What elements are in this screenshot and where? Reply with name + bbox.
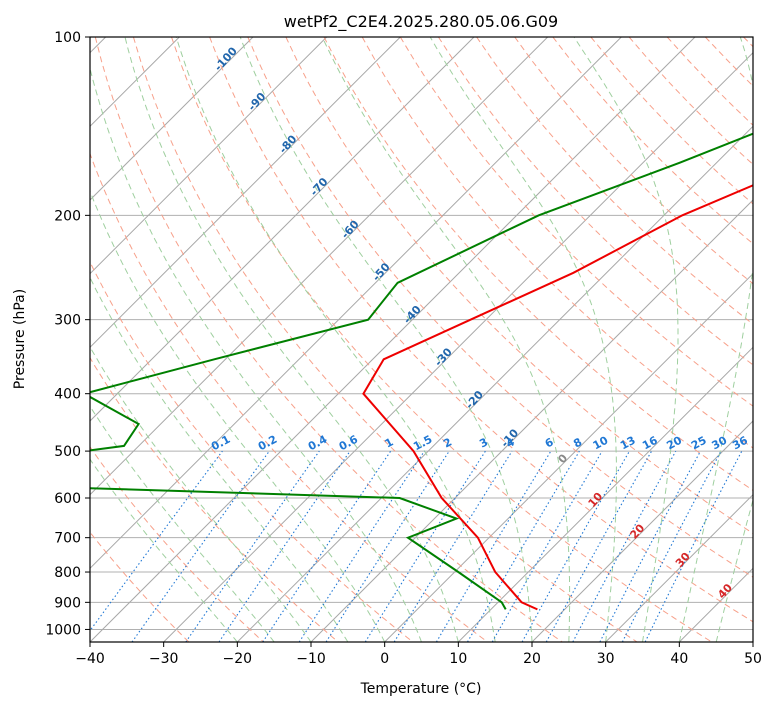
y-tick-label: 300	[54, 313, 81, 329]
dry-adiabat	[171, 37, 712, 642]
axes-layer: −40 −30 −20 −10 0 10 20 30 40 50 100 200 300 400 500 60…	[45, 30, 762, 667]
dry-adiabat	[90, 152, 488, 642]
moist-adiabat	[321, 37, 571, 642]
x-tick-label: 40	[670, 651, 688, 667]
x-tick-label: 20	[523, 651, 541, 667]
mixing-ratio-label: 36	[730, 434, 750, 453]
dry-adiabat	[90, 356, 339, 642]
mixing-ratio-label: 25	[689, 434, 709, 453]
moist-adiabat	[678, 37, 753, 642]
x-tick-label: 50	[744, 651, 762, 667]
temperature-profile	[362, 184, 753, 611]
moist-adiabat	[90, 66, 422, 642]
isotherm-gridline	[457, 346, 753, 642]
mixing-ratio-label: 20	[664, 434, 684, 453]
y-tick-label: 100	[54, 30, 81, 46]
y-tick-label: 800	[54, 565, 81, 581]
mixing-ratio-line	[572, 450, 677, 642]
series-layer	[90, 132, 753, 611]
mixing-ratio-line	[90, 450, 223, 632]
mixing-ratio-line	[185, 450, 320, 642]
mixing-ratio-label: 13	[618, 434, 638, 453]
y-axis-label: Pressure (hPa)	[12, 289, 28, 389]
dry-adiabat	[285, 37, 753, 535]
moist-adiabat	[715, 497, 753, 642]
mixing-ratio-label: 30	[710, 434, 730, 453]
y-tick-label: 400	[54, 387, 81, 403]
mixing-ratio-line	[218, 450, 351, 642]
mixing-ratio-line	[521, 450, 630, 642]
mixing-ratio-line	[262, 450, 392, 642]
dry-adiabat	[94, 37, 563, 642]
plot-background	[90, 37, 753, 642]
dry-adiabat	[90, 260, 414, 642]
isotherm-gridline	[531, 420, 753, 642]
moist-adiabat	[90, 405, 275, 642]
moist-adiabat	[90, 189, 386, 642]
grid-layer	[90, 37, 753, 642]
dry-adiabat	[323, 37, 753, 491]
isotherm-gridline	[90, 37, 549, 496]
isotherm-gridline	[90, 37, 475, 422]
dry-adiabat	[514, 37, 753, 285]
y-tick-label: 700	[54, 531, 81, 547]
y-tick-label: 900	[54, 595, 81, 611]
x-tick-label: 0	[380, 651, 389, 667]
moist-adiabat	[175, 37, 496, 642]
mixing-ratio-label: 10	[591, 434, 611, 453]
mixing-ratio-line	[644, 450, 743, 642]
isotherm-gridline	[605, 493, 753, 642]
moist-adiabat	[90, 346, 312, 642]
moist-adiabat	[90, 276, 349, 642]
plot-frame	[89, 36, 754, 643]
dry-adiabat	[247, 37, 753, 578]
isotherm-gridline	[90, 37, 328, 275]
dry-adiabat	[476, 37, 753, 325]
mixing-ratio-line	[545, 450, 653, 642]
dry-adiabat	[90, 446, 264, 642]
dry-adiabat	[437, 37, 753, 366]
mixing-ratio-line	[131, 450, 270, 642]
dry-adiabat	[209, 37, 753, 623]
mixing-ratio-line	[325, 450, 450, 642]
chart-title: wetPf2_C2E4.2025.280.05.06.G09	[284, 12, 558, 32]
x-tick-label: 30	[597, 651, 615, 667]
moist-adiabat	[239, 37, 533, 642]
moist-adiabat	[573, 37, 679, 642]
x-tick-label: −10	[296, 651, 326, 667]
y-tick-label: 1000	[45, 622, 81, 638]
x-tick-label: −40	[75, 651, 105, 667]
x-tick-label: −30	[149, 651, 179, 667]
x-tick-label: 10	[449, 651, 467, 667]
dewpoint-profile	[90, 132, 753, 610]
mixing-ratio-line	[298, 450, 425, 642]
moist-adiabat	[429, 37, 617, 642]
x-tick-label: −20	[223, 651, 253, 667]
y-tick-label: 600	[54, 491, 81, 507]
isotherm-gridline	[384, 272, 753, 642]
isotherm-gridline	[90, 37, 254, 201]
dry-adiabat	[132, 37, 638, 642]
mixing-ratio-line	[393, 450, 513, 642]
mixing-ratio-label: 16	[640, 434, 660, 453]
moist-adiabat	[90, 458, 238, 642]
moist-adiabat	[124, 37, 459, 642]
y-tick-label: 200	[54, 208, 81, 224]
isotherm-gridline	[90, 37, 622, 570]
isotherm-gridline	[163, 51, 753, 642]
x-axis-label: Temperature (°C)	[360, 681, 482, 697]
isotherm-gridline	[90, 37, 401, 349]
y-tick-label: 500	[54, 444, 81, 460]
